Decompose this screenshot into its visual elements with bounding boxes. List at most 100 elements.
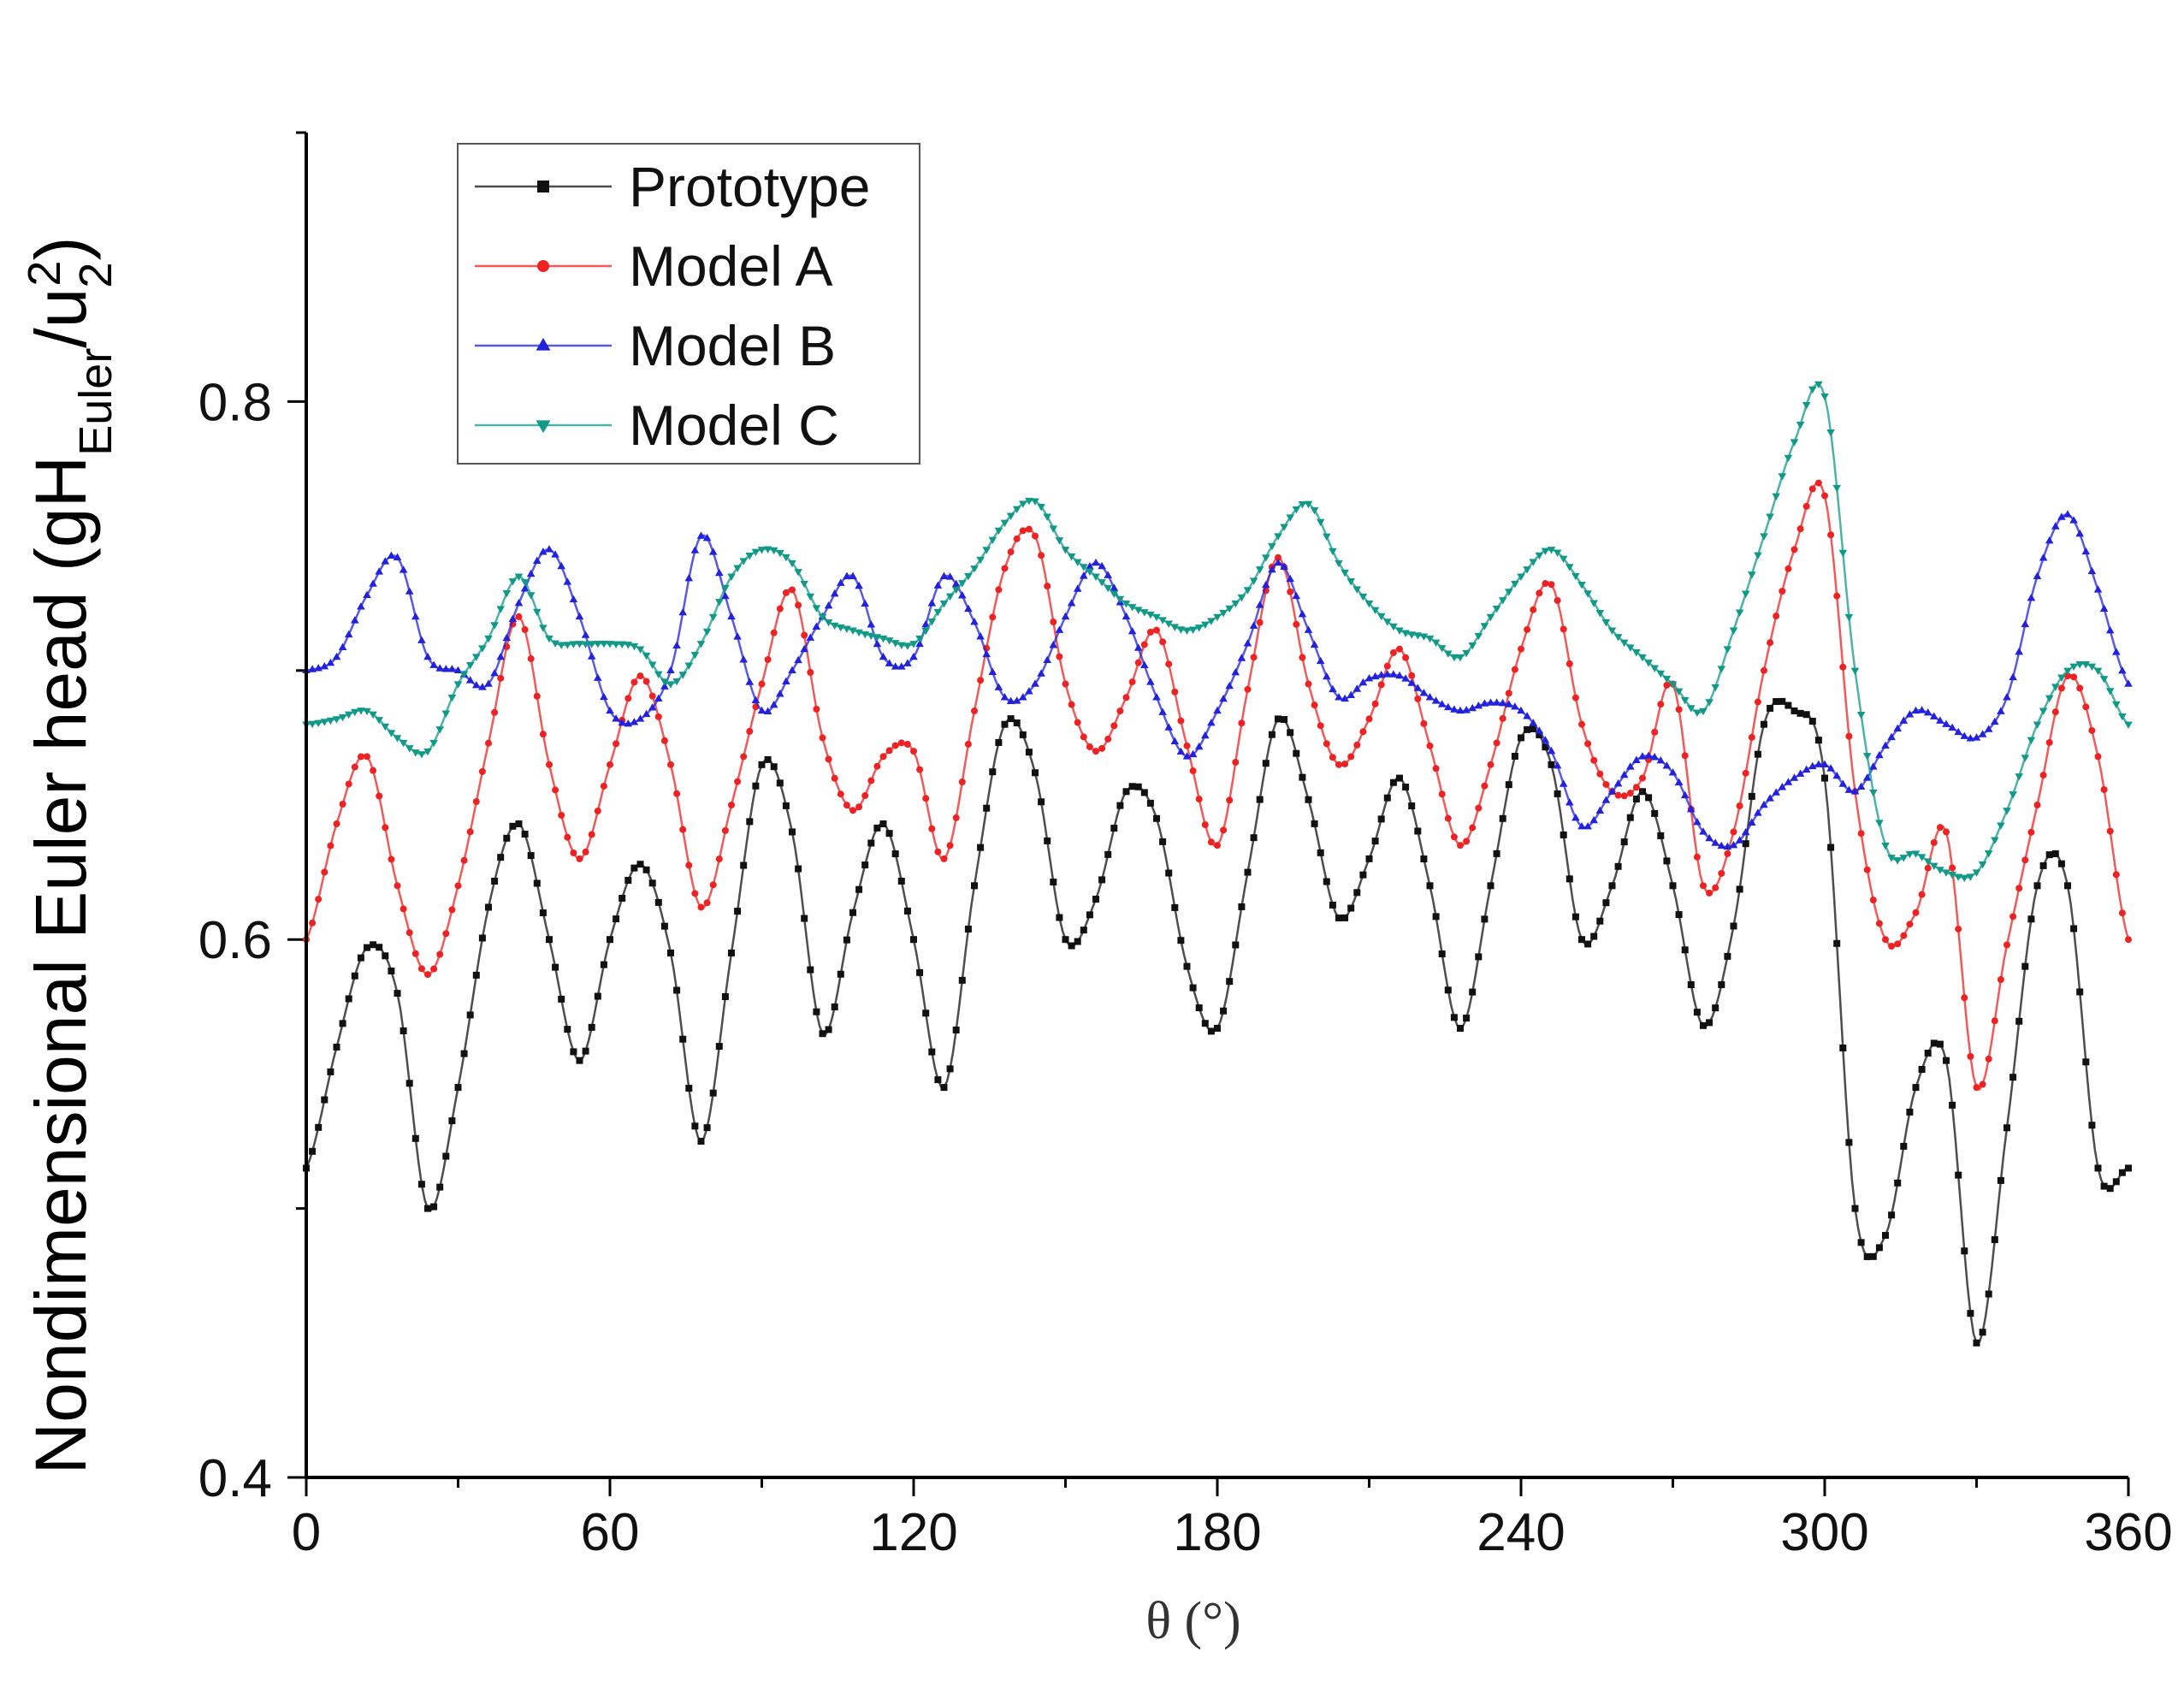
data-point bbox=[1182, 752, 1192, 760]
data-point bbox=[1900, 1142, 1908, 1150]
data-point bbox=[1535, 552, 1544, 560]
data-point bbox=[1450, 1014, 1458, 1021]
data-point bbox=[1407, 631, 1416, 639]
data-point bbox=[1420, 719, 1428, 727]
data-point bbox=[1906, 921, 1914, 928]
data-point bbox=[1784, 454, 1793, 463]
data-point bbox=[1530, 606, 1537, 613]
data-point bbox=[1887, 855, 1896, 862]
data-point bbox=[357, 954, 364, 962]
data-point bbox=[1164, 620, 1173, 628]
data-point bbox=[740, 753, 748, 761]
data-point bbox=[1911, 850, 1921, 858]
data-point bbox=[2033, 882, 2041, 890]
data-point bbox=[1475, 804, 1483, 812]
data-point bbox=[1917, 854, 1927, 861]
data-point bbox=[1838, 779, 1848, 787]
data-point bbox=[1146, 678, 1155, 685]
data-point bbox=[648, 879, 656, 887]
data-point bbox=[1165, 869, 1173, 877]
data-point bbox=[575, 612, 584, 620]
data-point bbox=[1524, 625, 1531, 633]
data-point bbox=[1979, 1080, 1986, 1088]
data-point bbox=[1645, 794, 1653, 802]
data-point bbox=[1207, 1027, 1215, 1035]
data-point bbox=[2100, 785, 2108, 793]
data-point bbox=[952, 814, 960, 821]
data-point bbox=[885, 659, 894, 666]
data-point bbox=[1153, 814, 1160, 822]
data-point bbox=[1638, 752, 1647, 760]
data-point bbox=[1820, 760, 1829, 768]
data-point bbox=[1341, 761, 1349, 768]
data-point bbox=[1766, 513, 1774, 521]
data-point bbox=[357, 753, 364, 761]
data-point bbox=[1243, 587, 1252, 595]
data-point bbox=[1887, 732, 1896, 741]
data-point bbox=[1511, 666, 1518, 673]
data-point bbox=[1201, 731, 1210, 739]
data-point bbox=[575, 641, 584, 648]
data-point bbox=[995, 586, 1003, 594]
data-point bbox=[728, 949, 735, 956]
data-point bbox=[1668, 681, 1678, 689]
data-point bbox=[1949, 864, 1956, 872]
data-point bbox=[1019, 731, 1027, 738]
data-point bbox=[951, 579, 961, 588]
data-point bbox=[1778, 473, 1787, 481]
data-point bbox=[1923, 707, 1932, 716]
data-point bbox=[897, 662, 906, 670]
data-point bbox=[1153, 626, 1160, 634]
data-point bbox=[849, 807, 856, 814]
data-point bbox=[830, 589, 839, 597]
data-point bbox=[2112, 648, 2121, 655]
data-point bbox=[1529, 559, 1537, 566]
data-point bbox=[1183, 742, 1191, 749]
data-point bbox=[1541, 736, 1550, 743]
data-point bbox=[789, 828, 796, 836]
data-point bbox=[370, 767, 377, 774]
data-point bbox=[2076, 988, 2084, 996]
data-point bbox=[757, 547, 766, 554]
data-point bbox=[600, 640, 608, 648]
data-point bbox=[1814, 479, 1822, 487]
data-point bbox=[1523, 712, 1531, 719]
data-point bbox=[411, 612, 420, 620]
data-point bbox=[2009, 913, 2017, 921]
data-point bbox=[351, 616, 359, 624]
data-point bbox=[1730, 922, 1737, 930]
data-point bbox=[1997, 976, 2004, 984]
data-point bbox=[563, 642, 572, 649]
data-point bbox=[855, 581, 863, 589]
data-point bbox=[2064, 672, 2071, 680]
data-point bbox=[1335, 915, 1342, 922]
data-point bbox=[1298, 500, 1307, 509]
data-point bbox=[1741, 827, 1750, 836]
data-point bbox=[660, 737, 668, 744]
data-point bbox=[690, 546, 700, 554]
legend-label: Model B bbox=[629, 314, 836, 377]
data-point bbox=[2099, 676, 2109, 684]
data-point bbox=[429, 739, 438, 748]
data-point bbox=[1371, 700, 1379, 707]
data-point bbox=[746, 818, 754, 826]
data-point bbox=[1353, 741, 1361, 749]
data-point bbox=[1894, 940, 1902, 948]
data-point bbox=[1735, 609, 1744, 617]
data-point bbox=[977, 844, 985, 851]
data-point bbox=[624, 719, 633, 727]
data-point bbox=[666, 666, 675, 673]
data-point bbox=[1262, 580, 1270, 589]
data-point bbox=[1401, 630, 1410, 637]
data-point bbox=[1238, 903, 1246, 910]
data-point bbox=[1869, 789, 1878, 797]
data-point bbox=[1802, 765, 1811, 773]
data-point bbox=[630, 864, 638, 872]
data-point bbox=[2051, 522, 2060, 530]
data-point bbox=[1073, 559, 1082, 566]
data-point bbox=[1784, 778, 1793, 785]
data-point bbox=[1681, 752, 1689, 760]
data-point bbox=[1930, 712, 1938, 719]
data-point bbox=[958, 778, 966, 786]
data-point bbox=[1419, 689, 1429, 696]
